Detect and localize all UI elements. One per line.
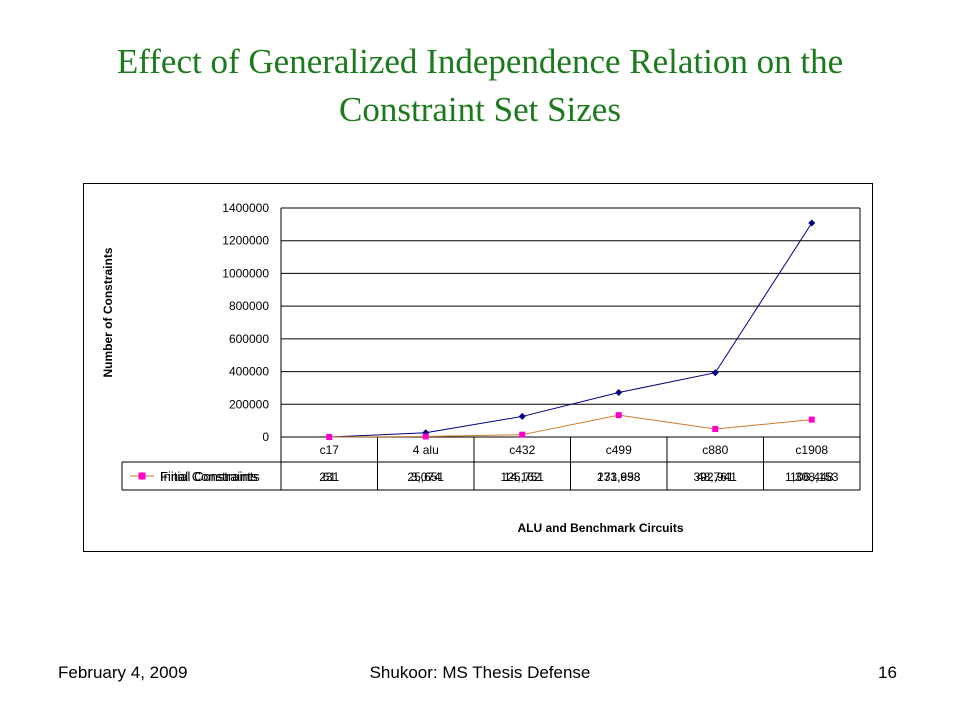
table-value-cell: 3,074 xyxy=(411,470,441,484)
x-category-label: c880 xyxy=(702,443,728,457)
y-tick-label: 800000 xyxy=(229,299,269,313)
y-tick-label: 1000000 xyxy=(222,266,269,280)
legend-square-marker xyxy=(138,472,146,480)
y-axis-title: Number of Constraints xyxy=(101,247,115,377)
data-point-square xyxy=(422,433,429,440)
data-point-diamond xyxy=(711,369,719,377)
data-point-square xyxy=(326,433,333,440)
y-tick-label: 400000 xyxy=(229,365,269,379)
table-value-cell: 1,308,153 xyxy=(785,470,839,484)
table-value-cell: 14,162 xyxy=(504,470,541,484)
x-category-label: 4 alu xyxy=(413,443,439,457)
data-point-square xyxy=(808,416,815,423)
slide-title-line-1: Effect of Generalized Independence Relat… xyxy=(116,42,844,81)
series-line xyxy=(329,222,813,438)
table-value-cell: 125,751 xyxy=(501,470,545,484)
y-tick-label: 1200000 xyxy=(222,234,269,248)
y-tick-label: 0 xyxy=(262,430,269,444)
x-category-label: c17 xyxy=(320,443,340,457)
table-value-cell: 231 xyxy=(319,470,339,484)
table-value-cell: 392,941 xyxy=(694,470,738,484)
table-value-cell: 48,761 xyxy=(697,470,734,484)
x-category-label: c432 xyxy=(509,443,535,457)
y-tick-label: 600000 xyxy=(229,332,269,346)
footer-date: February 4, 2009 xyxy=(58,663,188,682)
data-point-square xyxy=(712,426,719,433)
chart-frame: 0 200000 400000 600000 800000 1000000 1200000 1… xyxy=(83,183,873,552)
footer-presenter: Shukoor: MS Thesis Defense xyxy=(369,663,591,682)
table-value-cell: 61 xyxy=(323,470,337,484)
legend-series-name: Final Constraints xyxy=(160,469,258,484)
x-axis-title: ALU and Benchmark Circuits xyxy=(517,521,683,535)
table-value-cell: 271,953 xyxy=(597,470,641,484)
x-category-label: c499 xyxy=(606,443,632,457)
y-tick-label: 1400000 xyxy=(222,201,269,215)
table-value-cell: 106,448 xyxy=(790,470,834,484)
series-line xyxy=(329,414,812,438)
data-point-diamond xyxy=(808,219,816,227)
slide-title: Effect of Generalized Independence Relat… xyxy=(40,38,920,134)
slide-title-line-2: Constraint Set Sizes xyxy=(339,90,621,129)
footer-page-number: 16 xyxy=(878,663,897,682)
x-category-label: c1908 xyxy=(795,443,828,457)
y-tick-label: 200000 xyxy=(229,397,269,411)
data-point-square xyxy=(615,412,622,419)
data-point-square xyxy=(519,431,526,438)
line-chart: 0 200000 400000 600000 800000 1000000 1200000 1… xyxy=(101,201,861,535)
table-value-cell: 133,698 xyxy=(597,470,641,484)
data-point-diamond xyxy=(518,412,526,420)
legend-series-name: Initial Constraints xyxy=(160,469,260,484)
table-value-cell: 25,651 xyxy=(407,470,444,484)
data-point-diamond xyxy=(615,389,623,397)
